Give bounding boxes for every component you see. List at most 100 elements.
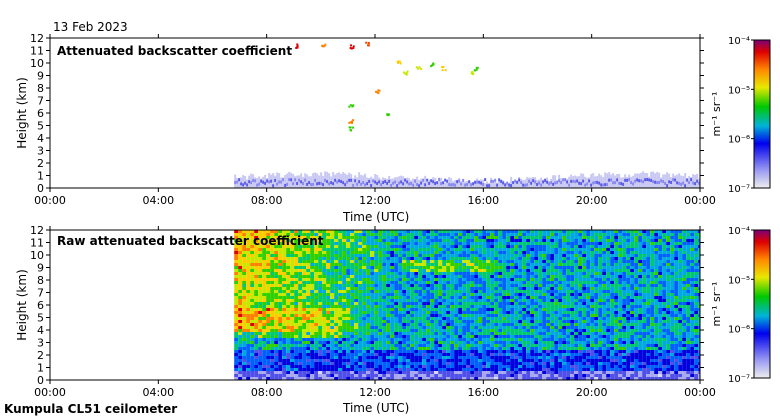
boundary-layer-cell [264,181,267,185]
heatmap-cell [382,272,387,275]
heatmap-cell [422,302,427,305]
heatmap-cell [410,320,415,323]
heatmap-cell [494,326,499,329]
heatmap-cell [258,290,263,293]
heatmap-cell [390,239,395,242]
heatmap-cell [422,359,427,362]
heatmap-cell [522,257,527,260]
heatmap-cell [422,233,427,236]
heatmap-cell [354,317,359,320]
heatmap-cell [306,296,311,299]
heatmap-cell [326,275,331,278]
heatmap-cell [438,260,443,263]
boundary-layer-cell [350,178,353,182]
heatmap-cell [366,335,371,338]
heatmap-cell [370,308,375,311]
heatmap-cell [262,335,267,338]
heatmap-cell [522,236,527,239]
heatmap-cell [466,272,471,275]
heatmap-cell [350,290,355,293]
boundary-layer-cell [490,177,493,188]
heatmap-cell [234,266,239,269]
heatmap-cell [274,314,279,317]
heatmap-cell [394,371,399,374]
heatmap-cell [526,314,531,317]
heatmap-cell [478,269,483,272]
heatmap-cell [586,347,591,350]
heatmap-cell [542,311,547,314]
heatmap-cell [554,302,559,305]
heatmap-cell [434,308,439,311]
heatmap-cell [298,377,303,380]
heatmap-cell [526,305,531,308]
heatmap-cell [370,290,375,293]
heatmap-cell [314,368,319,371]
heatmap-cell [350,293,355,296]
heatmap-cell [306,326,311,329]
boundary-layer-cell [422,178,425,182]
heatmap-cell [318,377,323,380]
heatmap-cell [454,302,459,305]
heatmap-cell [274,302,279,305]
heatmap-cell [342,344,347,347]
heatmap-cell [394,278,399,281]
heatmap-cell [542,239,547,242]
boundary-layer-cell [354,179,357,183]
heatmap-cell [454,284,459,287]
heatmap-cell [338,269,343,272]
heatmap-cell [398,290,403,293]
heatmap-cell [506,263,511,266]
heatmap-cell [482,272,487,275]
heatmap-cell [462,299,467,302]
heatmap-cell [554,317,559,320]
heatmap-cell [310,332,315,335]
boundary-layer-cell [630,181,633,185]
boundary-layer-cell [492,179,495,183]
heatmap-cell [358,353,363,356]
heatmap-cell [366,329,371,332]
heatmap-cell [322,326,327,329]
heatmap-cell [374,365,379,368]
cloud-fragment [397,61,400,64]
heatmap-cell [370,242,375,245]
heatmap-cell [410,338,415,341]
heatmap-cell [254,332,259,335]
boundary-layer-cell [370,183,373,187]
heatmap-cell [562,260,567,263]
heatmap-cell [494,284,499,287]
boundary-layer-cell [652,171,655,188]
heatmap-cell [494,266,499,269]
heatmap-cell [374,296,379,299]
heatmap-cell [542,341,547,344]
heatmap-cell [346,338,351,341]
heatmap-cell [394,341,399,344]
heatmap-cell [382,290,387,293]
heatmap-cell [442,344,447,347]
boundary-layer-cell [300,180,303,184]
heatmap-cell [482,293,487,296]
heatmap-cell [474,314,479,317]
heatmap-cell [506,326,511,329]
heatmap-cell [370,305,375,308]
heatmap-cell [326,257,331,260]
heatmap-cell [246,275,251,278]
heatmap-cell [322,341,327,344]
heatmap-cell [506,254,511,257]
heatmap-cell [390,287,395,290]
heatmap-cell [534,299,539,302]
heatmap-cell [282,236,287,239]
heatmap-cell [562,272,567,275]
boundary-layer-cell [438,178,441,182]
heatmap-cell [382,356,387,359]
heatmap-cell [310,272,315,275]
heatmap-cell [374,272,379,275]
heatmap-cell [342,356,347,359]
heatmap-cell [570,326,575,329]
heatmap-cell [534,356,539,359]
heatmap-cell [250,263,255,266]
heatmap-cell [502,293,507,296]
heatmap-cell [586,317,591,320]
heatmap-cell [338,374,343,377]
heatmap-cell [510,323,515,326]
heatmap-cell [314,308,319,311]
